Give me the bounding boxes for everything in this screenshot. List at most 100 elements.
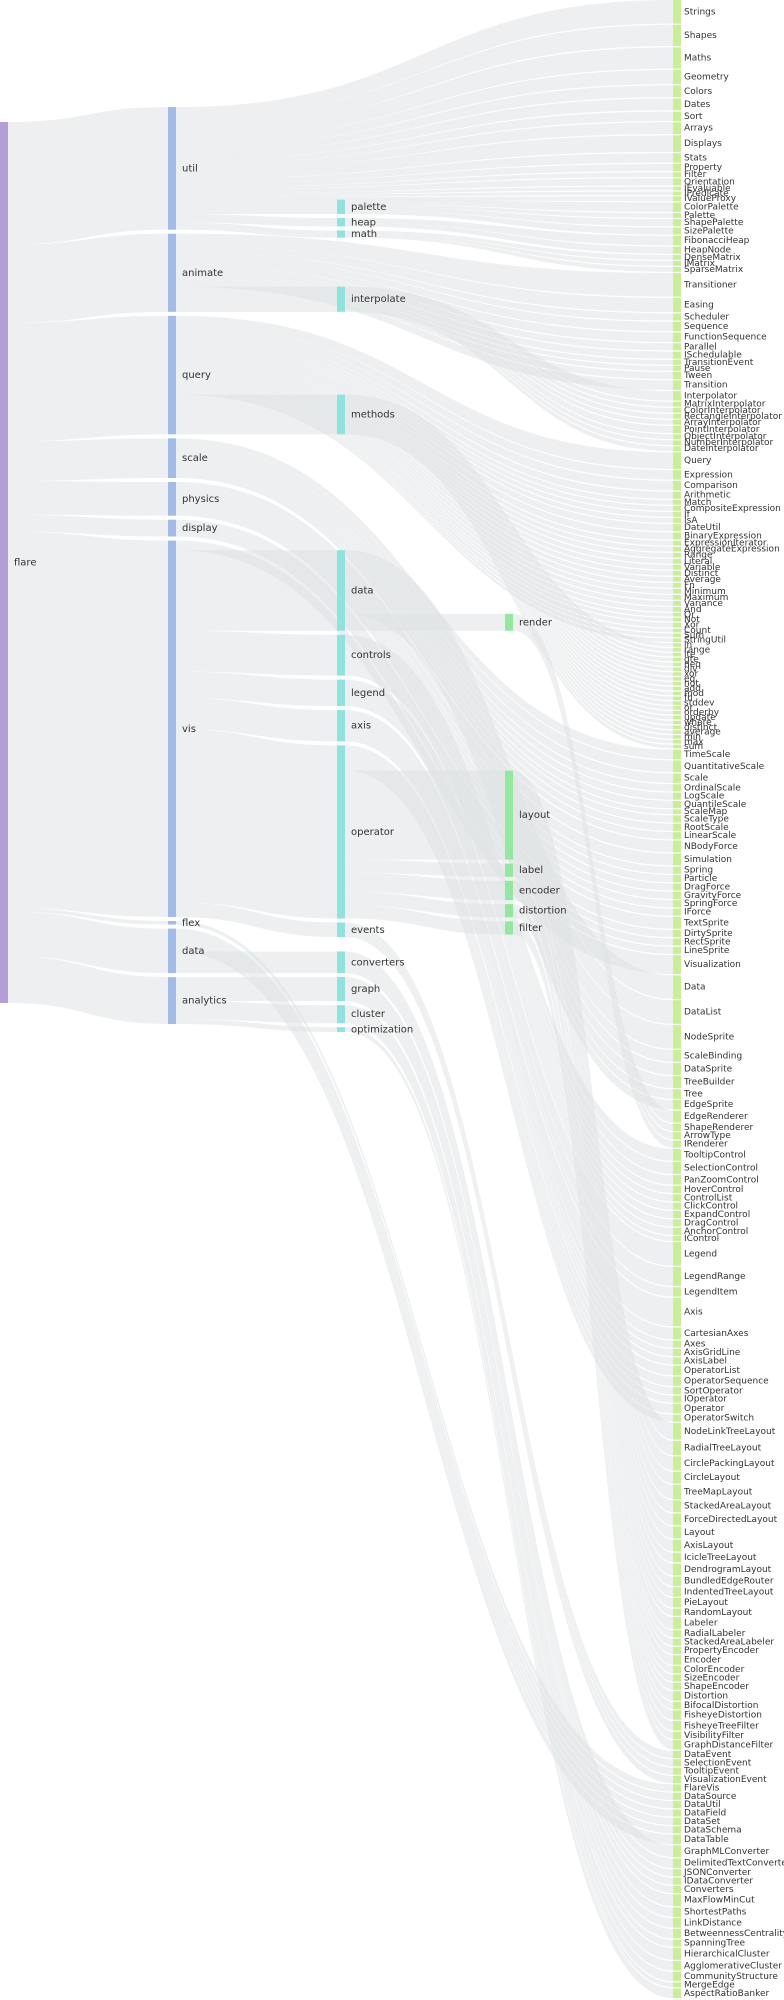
leaf-node xyxy=(673,227,681,235)
leaf-label: FisheyeTreeFilter xyxy=(684,1721,759,1731)
leaf-node xyxy=(673,582,681,588)
leaf-node xyxy=(673,740,681,744)
link xyxy=(345,407,673,681)
leaf-label: Simulation xyxy=(684,855,732,865)
leaf-label: DataSource xyxy=(684,1792,737,1802)
leaf-label: Tree xyxy=(683,1089,703,1099)
leaf-label: Encoder xyxy=(684,1656,721,1666)
leaf-label: PanZoomControl xyxy=(684,1175,759,1185)
leaf-node xyxy=(673,1440,681,1456)
leaf-node xyxy=(673,853,681,866)
leaf-node xyxy=(673,1211,681,1219)
leaf-node xyxy=(673,440,681,446)
link xyxy=(345,905,505,935)
leaf-node xyxy=(673,1552,681,1563)
link xyxy=(176,1019,337,1032)
leaf-label: DataSchema xyxy=(684,1825,742,1835)
node xyxy=(505,613,513,631)
link xyxy=(345,922,673,1758)
link xyxy=(513,880,673,1655)
leaf-node xyxy=(673,1701,681,1709)
leaf-node xyxy=(673,1563,681,1576)
leaf-node xyxy=(673,1947,681,1960)
leaf-node xyxy=(673,1834,681,1845)
link xyxy=(176,550,337,631)
leaf-node xyxy=(673,1918,681,1928)
leaf-label: ShapePalette xyxy=(684,218,744,228)
node xyxy=(505,904,513,918)
leaf-node xyxy=(673,916,681,929)
leaf-label: RectSprite xyxy=(684,937,731,947)
link xyxy=(513,623,673,1140)
leaf-node xyxy=(673,359,681,365)
leaf-node xyxy=(673,840,681,853)
leaf-label: StackedAreaLabeler xyxy=(684,1638,774,1648)
link xyxy=(176,630,337,676)
leaf-node xyxy=(673,633,681,638)
leaf-label: AspectRatioBanker xyxy=(684,1989,770,1999)
node xyxy=(337,286,345,312)
leaf-node xyxy=(673,1776,681,1784)
leaf-label: Labeler xyxy=(684,1619,718,1629)
link xyxy=(8,907,168,925)
node-label: label xyxy=(519,865,543,876)
leaf-node xyxy=(673,946,681,954)
leaf-node xyxy=(673,434,681,440)
leaf-label: Particle xyxy=(684,874,718,884)
leaf-label: MaxFlowMinCut xyxy=(684,1896,755,1906)
leaf-node xyxy=(673,1100,681,1110)
leaf-node xyxy=(673,1349,681,1357)
link xyxy=(176,222,337,238)
leaf-node xyxy=(673,1025,681,1049)
link xyxy=(345,401,673,667)
leaf-label: ColorPalette xyxy=(684,203,739,213)
leaf-node xyxy=(673,1123,681,1131)
link xyxy=(176,191,673,198)
leaf-node xyxy=(673,1617,681,1629)
link xyxy=(513,896,673,1690)
leaf-label: DenseMatrix xyxy=(684,253,741,263)
link xyxy=(345,951,673,1858)
link xyxy=(176,186,673,196)
node-label: converters xyxy=(351,957,405,968)
link xyxy=(345,403,673,671)
node-label: graph xyxy=(351,984,380,995)
leaf-node xyxy=(673,720,681,725)
leaf-label: BundledEdgeRouter xyxy=(684,1577,774,1587)
link xyxy=(345,957,673,1868)
leaf-node xyxy=(673,1185,681,1193)
link xyxy=(345,416,673,705)
node xyxy=(337,922,345,937)
link xyxy=(8,514,168,537)
leaf-node xyxy=(673,706,681,710)
link xyxy=(513,873,673,1646)
leaf-node xyxy=(673,1539,681,1552)
link xyxy=(345,412,673,696)
leaf-label: RandomLayout xyxy=(684,1608,752,1618)
leaf-node xyxy=(673,512,681,517)
link xyxy=(176,111,673,165)
link xyxy=(176,389,673,633)
leaf-node xyxy=(673,648,681,652)
leaf-node xyxy=(673,1376,681,1386)
link xyxy=(176,946,673,1845)
leaf-node xyxy=(673,191,681,196)
link xyxy=(176,392,673,642)
link xyxy=(513,869,673,1638)
leaf-node xyxy=(673,1287,681,1297)
node xyxy=(337,710,345,742)
link xyxy=(345,983,673,1917)
leaf-node xyxy=(673,1500,681,1513)
leaf-label: Stats xyxy=(684,153,707,163)
link xyxy=(345,419,673,715)
leaf-node xyxy=(673,1759,681,1767)
leaf-node xyxy=(673,643,681,647)
leaf-node xyxy=(673,1784,681,1792)
link xyxy=(176,281,673,390)
leaf-node xyxy=(673,69,681,85)
link xyxy=(176,85,673,154)
leaf-node xyxy=(673,607,681,612)
leaf-label: DateUtil xyxy=(684,523,721,533)
leaf-label: IRenderer xyxy=(684,1140,728,1150)
leaf-node xyxy=(673,1148,681,1161)
